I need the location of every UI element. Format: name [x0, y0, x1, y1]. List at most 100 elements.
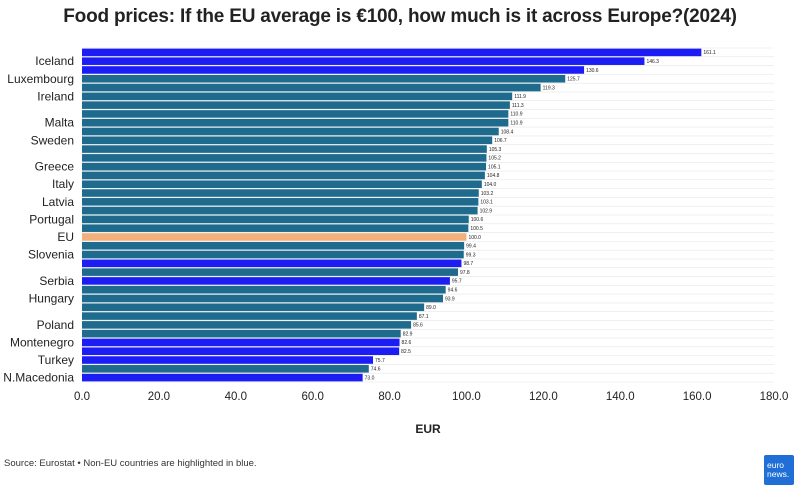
source-note: Source: Eurostat • Non-EU countries are … [4, 458, 257, 469]
bar [82, 101, 510, 109]
value-label: 82.5 [401, 349, 411, 355]
value-label: 111.3 [512, 103, 524, 109]
bar [82, 356, 374, 364]
category-label: Poland [37, 318, 74, 332]
x-tick-label: 80.0 [378, 391, 400, 403]
bar [82, 206, 478, 215]
euronews-logo: euro news. [764, 455, 794, 485]
category-label: Montenegro [10, 335, 74, 349]
category-label: N.Macedonia [3, 371, 74, 385]
category-label: Ireland [37, 89, 74, 103]
value-label: 99.4 [466, 244, 476, 250]
bar [82, 198, 479, 206]
value-label: 98.7 [463, 261, 473, 267]
bar [82, 215, 469, 224]
bar [82, 127, 499, 136]
category-label: Portugal [29, 212, 74, 226]
bar [82, 347, 400, 356]
x-tick-label: 100.0 [452, 391, 481, 403]
bar [82, 233, 467, 241]
bar [82, 74, 566, 83]
x-axis-ticks: 0.0 20.0 40.0 60.0 80.0 100.0 120.0 140.0 160.0 1… [74, 391, 788, 403]
bar [82, 136, 493, 145]
bar [82, 66, 585, 74]
value-label: 108.4 [501, 129, 514, 135]
bar [82, 338, 400, 347]
grid-lines [82, 47, 774, 383]
bar [82, 321, 412, 329]
value-label: 93.9 [445, 296, 455, 302]
logo-text: euro news. [767, 460, 790, 479]
category-label: Turkey [38, 353, 74, 367]
bar [82, 189, 479, 197]
value-label: 100.6 [471, 217, 484, 223]
category-label: Hungary [29, 292, 74, 306]
category-label: EU [57, 230, 74, 244]
bar [82, 303, 425, 312]
x-tick-label: 160.0 [683, 391, 712, 403]
x-tick-label: 120.0 [529, 391, 558, 403]
bar [82, 118, 509, 127]
category-labels: Iceland Luxembourg Ireland Malta Sweden Greec… [3, 54, 74, 384]
value-label: 130.6 [586, 68, 599, 74]
value-label: 87.1 [419, 314, 429, 320]
value-label: 104.8 [487, 173, 500, 179]
bar-series [82, 48, 702, 382]
value-label: 146.3 [646, 59, 659, 65]
category-label: Sweden [31, 133, 74, 147]
x-tick-label: 40.0 [225, 391, 247, 403]
category-label: Slovenia [28, 248, 74, 262]
bar [82, 241, 465, 250]
bar [82, 110, 509, 118]
category-label: Luxembourg [7, 72, 74, 86]
value-label: 119.3 [543, 85, 555, 91]
bar [82, 83, 541, 92]
category-label: Italy [52, 177, 74, 191]
value-label: 111.9 [514, 94, 526, 100]
bar-chart: 161.1 146.3 130.6 125.7 119.3 111.9 111.3 110.9… [3, 47, 788, 436]
value-label: 100.5 [470, 226, 483, 232]
value-label: 110.9 [510, 112, 522, 118]
value-label: 94.6 [448, 288, 458, 294]
value-label: 85.6 [413, 323, 423, 329]
value-labels: 161.1 146.3 130.6 125.7 119.3 111.9 111.3 110.9… [365, 50, 716, 381]
value-label: 100.0 [468, 235, 481, 241]
value-label: 102.9 [480, 208, 493, 214]
bar [82, 48, 702, 57]
x-tick-label: 60.0 [301, 391, 323, 403]
bar [82, 329, 401, 338]
value-label: 161.1 [703, 50, 716, 56]
category-label: Iceland [35, 54, 74, 68]
value-label: 73.0 [365, 375, 375, 381]
value-label: 105.2 [488, 156, 501, 162]
bar [82, 162, 487, 171]
bar [82, 250, 464, 259]
value-label: 105.3 [489, 147, 502, 153]
x-axis-label: EUR [415, 422, 441, 436]
value-label: 103.1 [480, 200, 493, 206]
bar [82, 268, 458, 276]
bar [82, 277, 450, 285]
category-label: Serbia [39, 274, 74, 288]
bar [82, 154, 487, 162]
x-tick-label: 0.0 [74, 391, 90, 403]
bar [82, 57, 645, 65]
value-label: 97.8 [460, 270, 470, 276]
bar [82, 373, 363, 382]
value-label: 125.7 [567, 77, 580, 83]
value-label: 74.6 [371, 367, 381, 373]
value-label: 105.1 [488, 164, 501, 170]
bar [82, 145, 487, 153]
value-label: 82.9 [403, 331, 413, 337]
category-label: Malta [45, 116, 75, 130]
category-label: Greece [35, 160, 75, 174]
x-tick-label: 20.0 [148, 391, 170, 403]
chart-title: Food prices: If the EU average is €100, … [63, 6, 737, 27]
value-label: 89.0 [426, 305, 436, 311]
value-label: 82.6 [402, 340, 412, 346]
value-label: 106.7 [494, 138, 507, 144]
bar [82, 180, 482, 189]
value-label: 75.7 [375, 358, 385, 364]
bar [82, 224, 469, 232]
bar [82, 294, 443, 303]
